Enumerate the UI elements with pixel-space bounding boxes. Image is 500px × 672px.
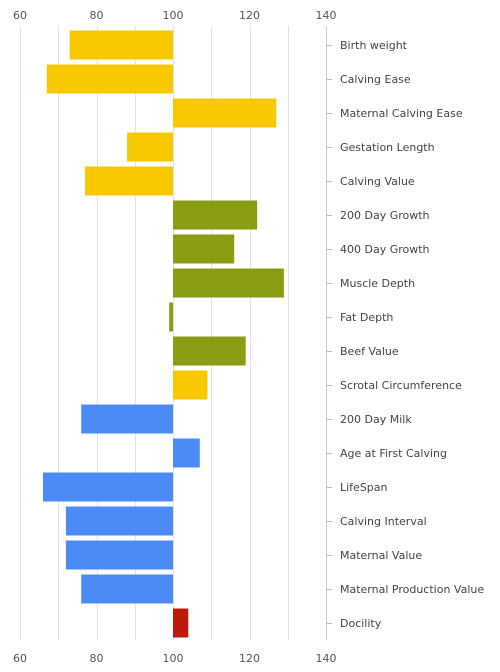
bar-400-day-growth	[173, 234, 235, 264]
bottom-axis-ticks: 60 80 100 120 140	[13, 652, 337, 665]
top-tick-label: 80	[90, 9, 104, 22]
category-labels: Birth weight Calving Ease Maternal Calving…	[326, 39, 484, 630]
bottom-tick-label: 140	[316, 652, 337, 665]
category-label: Maternal Calving Ease	[340, 107, 463, 120]
bar-fat-depth	[169, 302, 173, 332]
bar-muscle-depth	[173, 268, 284, 298]
bar-scrotal-circumference	[173, 370, 208, 400]
bar-birth-weight	[69, 30, 173, 60]
top-axis-ticks: 60 80 100 120 140	[13, 9, 337, 22]
category-label: Docility	[340, 617, 382, 630]
bar-beef-value	[173, 336, 246, 366]
bottom-tick-label: 80	[90, 652, 104, 665]
bar-200-day-milk	[81, 404, 173, 434]
category-label: 200 Day Milk	[340, 413, 412, 426]
category-label: 200 Day Growth	[340, 209, 430, 222]
category-label: LifeSpan	[340, 481, 388, 494]
top-tick-label: 60	[13, 9, 27, 22]
bar-age-at-first-calving	[173, 438, 200, 468]
bars	[42, 30, 284, 638]
bottom-tick-label: 120	[239, 652, 260, 665]
bar-calving-ease	[46, 64, 173, 94]
category-label: Gestation Length	[340, 141, 435, 154]
bar-lifespan	[42, 472, 174, 502]
category-label: Muscle Depth	[340, 277, 415, 290]
category-label: 400 Day Growth	[340, 243, 430, 256]
category-label: Maternal Value	[340, 549, 422, 562]
bar-calving-interval	[65, 506, 173, 536]
bottom-tick-label: 100	[163, 652, 184, 665]
bar-200-day-growth	[173, 200, 258, 230]
category-label: Maternal Production Value	[340, 583, 484, 596]
category-label: Calving Ease	[340, 73, 411, 86]
gridlines	[20, 26, 327, 640]
bar-docility	[173, 608, 189, 638]
category-label: Age at First Calving	[340, 447, 447, 460]
bar-gestation-length	[127, 132, 173, 162]
top-tick-label: 120	[239, 9, 260, 22]
bar-maternal-production-value	[81, 574, 173, 604]
category-label: Birth weight	[340, 39, 408, 52]
category-label: Fat Depth	[340, 311, 393, 324]
top-tick-label: 140	[316, 9, 337, 22]
bar-maternal-value	[65, 540, 173, 570]
category-label: Scrotal Circumference	[340, 379, 462, 392]
category-label: Calving Interval	[340, 515, 427, 528]
category-label: Calving Value	[340, 175, 415, 188]
bottom-tick-label: 60	[13, 652, 27, 665]
category-label: Beef Value	[340, 345, 399, 358]
bar-maternal-calving-ease	[173, 98, 277, 128]
bar-calving-value	[85, 166, 173, 196]
top-tick-label: 100	[163, 9, 184, 22]
